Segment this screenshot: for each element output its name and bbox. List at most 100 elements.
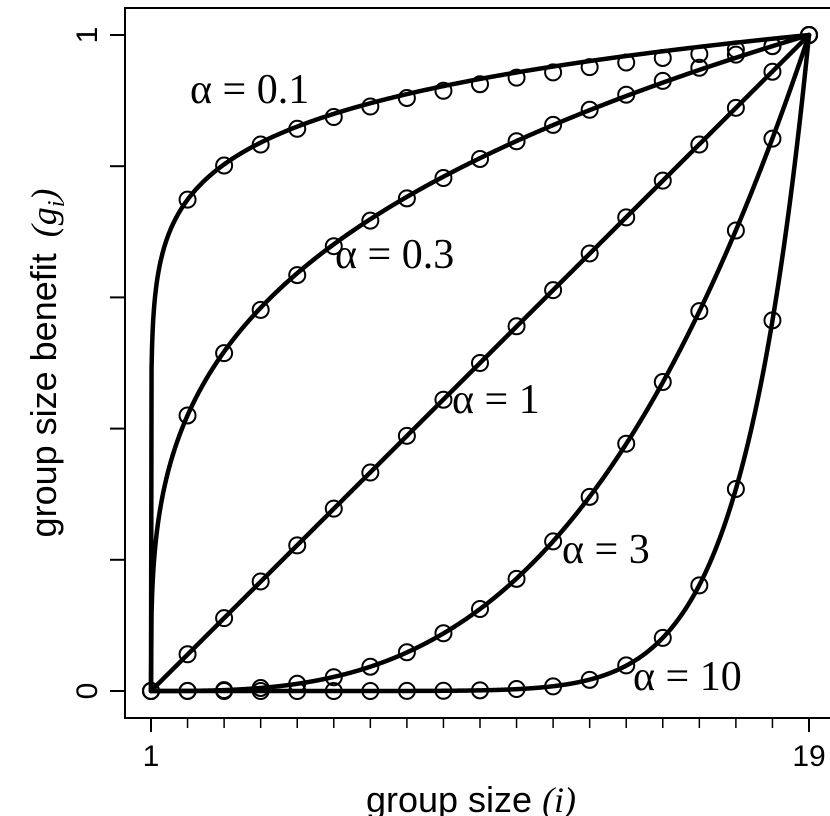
- data-point-s0-9: [471, 75, 489, 94]
- data-point-s2-5: [324, 499, 343, 518]
- data-point-s1-4: [288, 266, 307, 285]
- y-tick-label-5: 1: [71, 27, 104, 44]
- data-point-s4-9: [471, 681, 489, 700]
- x-axis-title-text: group size: [366, 779, 532, 816]
- data-point-s3-4: [288, 674, 307, 693]
- data-point-s1-15: [690, 58, 709, 77]
- data-point-s2-8: [434, 390, 453, 409]
- y-axis-title-text: group size benefit: [23, 253, 64, 537]
- data-point-s3-15: [690, 302, 709, 321]
- data-point-s1-10: [507, 132, 526, 151]
- data-point-s0-2: [215, 156, 234, 175]
- data-point-s3-10: [507, 569, 526, 588]
- data-point-s1-9: [471, 149, 489, 168]
- series-line-alpha-0-3: [148, 32, 812, 694]
- x-axis-title: group size (i): [366, 779, 576, 816]
- series-labels-layer: α = 0.1 α = 0.3 α = 1 α = 3 α = 10: [190, 67, 742, 700]
- data-point-s4-2: [215, 682, 234, 700]
- data-point-s2-7: [397, 426, 416, 445]
- data-point-s0-13: [617, 53, 636, 72]
- data-point-s1-7: [397, 189, 416, 208]
- data-point-s1-8: [434, 169, 453, 188]
- data-point-s1-3: [251, 300, 270, 319]
- data-point-s4-11: [544, 677, 563, 696]
- data-point-s4-18: [800, 26, 818, 44]
- data-point-s0-4: [288, 119, 307, 138]
- data-point-s3-12: [580, 487, 599, 506]
- data-point-s2-9: [471, 354, 489, 372]
- x-axis: 1 19: [143, 718, 826, 773]
- data-point-s2-15: [690, 135, 709, 154]
- data-point-s2-2: [215, 609, 234, 628]
- data-point-s4-17: [763, 311, 782, 330]
- data-point-s4-12: [580, 670, 599, 689]
- data-point-s3-14: [653, 373, 672, 392]
- data-point-s3-7: [397, 643, 416, 662]
- series-label-4: α = 10: [633, 654, 742, 700]
- y-axis-title-var: (g: [24, 207, 64, 237]
- data-point-s2-4: [288, 536, 307, 555]
- data-point-s3-17: [763, 129, 782, 148]
- y-axis-title: group size benefit (gi): [23, 189, 70, 538]
- curves-layer: [148, 32, 812, 694]
- data-point-s0-3: [251, 135, 270, 154]
- data-point-s0-12: [580, 58, 599, 77]
- data-point-s2-13: [617, 208, 636, 227]
- data-point-s0-16: [726, 40, 745, 59]
- data-point-s0-11: [544, 63, 563, 82]
- data-point-s1-13: [617, 85, 636, 104]
- markers-layer: [142, 26, 818, 700]
- series-label-2: α = 1: [452, 377, 540, 423]
- y-axis-title-sub: i: [44, 201, 70, 208]
- data-point-s0-10: [507, 68, 526, 87]
- data-point-s3-8: [434, 624, 453, 643]
- data-point-s2-14: [653, 171, 672, 190]
- data-point-s4-16: [726, 479, 745, 498]
- data-point-s4-6: [361, 682, 380, 700]
- data-point-s2-17: [763, 62, 782, 81]
- series-line-alpha-10: [148, 32, 812, 694]
- y-axis: 01: [71, 27, 125, 700]
- data-point-s2-10: [507, 317, 526, 336]
- data-point-s2-11: [544, 281, 563, 300]
- data-point-s1-17: [763, 37, 782, 56]
- data-point-s3-9: [471, 600, 489, 618]
- data-point-s4-10: [507, 680, 526, 699]
- series-label-3: α = 3: [562, 527, 650, 573]
- data-point-s3-11: [544, 532, 563, 551]
- data-point-s0-15: [690, 45, 709, 64]
- x-tick-label-0: 1: [143, 740, 160, 773]
- series-line-alpha-1: [148, 32, 812, 694]
- data-point-s0-6: [361, 97, 380, 116]
- data-point-s1-1: [178, 406, 197, 425]
- data-point-s4-3: [251, 682, 270, 700]
- data-point-s4-8: [434, 681, 453, 700]
- data-point-s4-13: [617, 656, 636, 675]
- data-point-s2-1: [178, 645, 197, 664]
- data-point-s1-12: [580, 100, 599, 119]
- data-point-s4-1: [178, 682, 197, 700]
- x-tick-label-1: 19: [792, 740, 825, 773]
- data-point-s1-2: [215, 344, 234, 363]
- y-tick-label-0: 0: [71, 683, 104, 700]
- data-point-s0-1: [178, 190, 197, 209]
- data-point-s3-5: [324, 668, 343, 687]
- data-point-s2-16: [726, 98, 745, 117]
- y-axis-title-close: ): [24, 189, 64, 203]
- data-point-s3-13: [617, 434, 636, 453]
- data-point-s3-16: [726, 221, 745, 240]
- series-label-0: α = 0.1: [190, 67, 309, 113]
- data-point-s2-6: [361, 463, 380, 482]
- data-point-s1-14: [653, 71, 672, 90]
- data-point-s1-16: [726, 45, 745, 64]
- data-point-s4-14: [653, 628, 672, 647]
- data-point-s4-0: [142, 682, 160, 700]
- data-point-s1-6: [361, 211, 380, 230]
- data-point-s0-8: [434, 81, 453, 100]
- data-point-s1-11: [544, 115, 563, 134]
- data-point-s0-14: [653, 48, 672, 67]
- x-axis-title-var: (i): [542, 780, 576, 816]
- data-point-s2-12: [580, 244, 599, 263]
- data-point-s1-5: [324, 237, 343, 256]
- data-point-s3-6: [361, 657, 380, 676]
